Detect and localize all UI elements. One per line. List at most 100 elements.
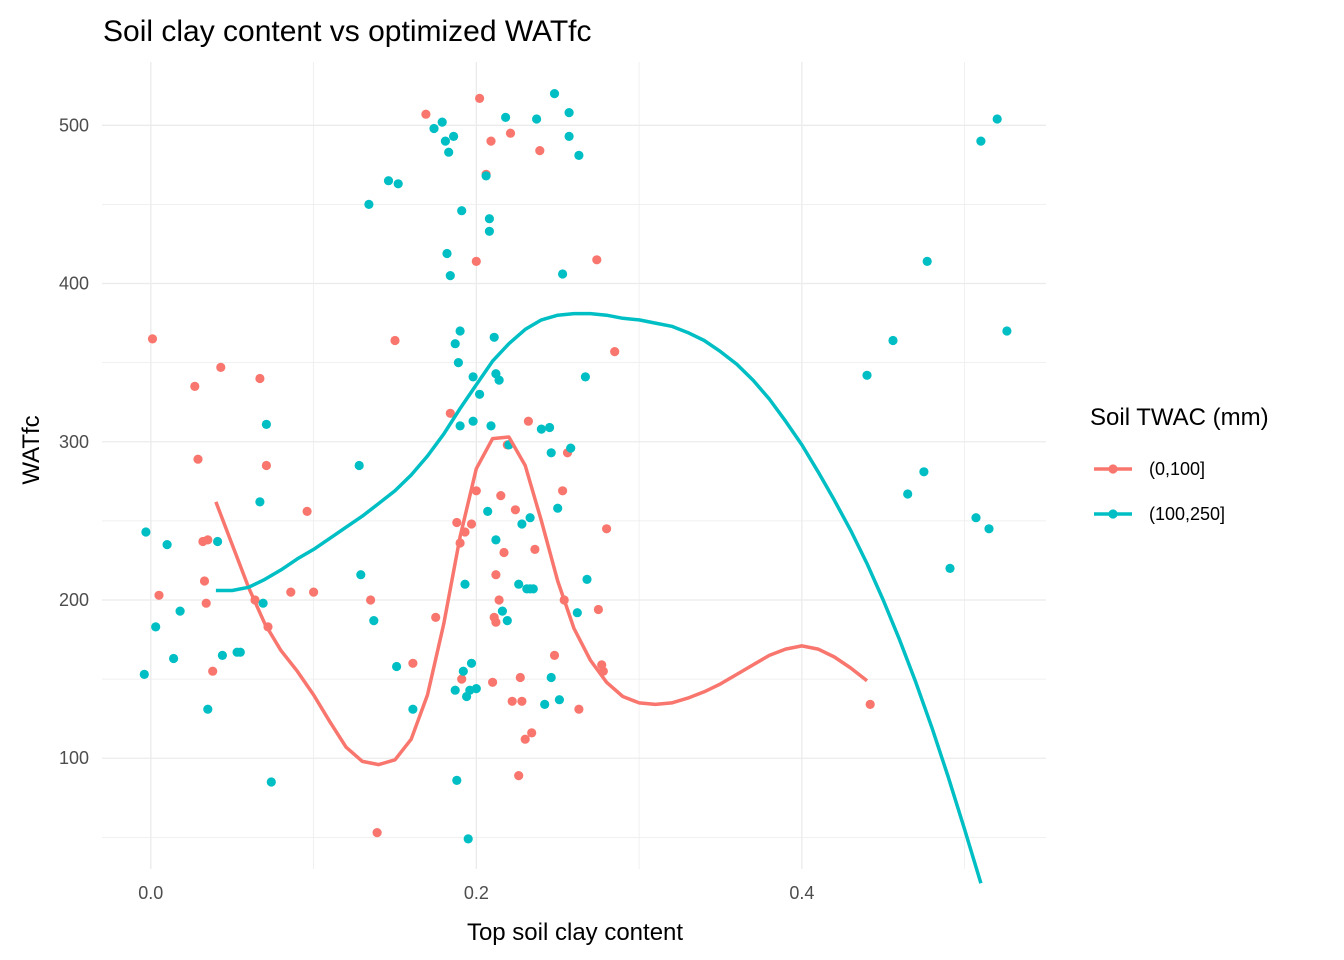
data-point-2 xyxy=(452,775,462,786)
data-point-2 xyxy=(532,114,542,124)
data-point-1 xyxy=(261,460,271,471)
data-point-1 xyxy=(190,381,200,391)
data-point-1 xyxy=(488,677,498,687)
data-point-1 xyxy=(507,696,517,706)
data-point-2 xyxy=(546,448,556,458)
legend-label: (0,100] xyxy=(1149,459,1205,479)
data-point-1 xyxy=(471,486,481,496)
y-tick-label: 300 xyxy=(59,432,89,452)
data-point-1 xyxy=(520,734,530,744)
data-point-1 xyxy=(309,587,319,597)
data-point-1 xyxy=(302,506,312,516)
data-point-2 xyxy=(444,147,454,157)
data-point-2 xyxy=(468,416,478,426)
data-point-2 xyxy=(484,226,494,236)
data-point-2 xyxy=(481,171,491,181)
data-point-2 xyxy=(445,271,455,281)
data-point-1 xyxy=(216,362,226,372)
legend: Soil TWAC (mm) (0,100] (100,250] xyxy=(1090,404,1269,524)
data-point-2 xyxy=(517,519,527,529)
data-point-2 xyxy=(484,214,494,224)
data-point-1 xyxy=(505,128,516,138)
data-point-2 xyxy=(463,834,473,844)
data-point-2 xyxy=(139,669,149,680)
y-tick-label: 100 xyxy=(59,748,89,768)
data-point-2 xyxy=(922,256,932,266)
data-point-2 xyxy=(169,653,179,664)
data-point-2 xyxy=(564,108,574,118)
data-point-2 xyxy=(580,372,591,382)
data-point-1 xyxy=(452,517,462,528)
data-point-2 xyxy=(453,358,463,368)
data-point-2 xyxy=(992,114,1002,124)
data-point-2 xyxy=(437,117,447,127)
data-point-1 xyxy=(499,547,509,558)
data-point-1 xyxy=(496,491,506,501)
data-point-1 xyxy=(515,672,525,683)
data-point-1 xyxy=(421,109,431,119)
data-point-2 xyxy=(258,598,268,608)
data-point-2 xyxy=(392,661,402,672)
data-point-2 xyxy=(945,563,955,574)
data-point-1 xyxy=(602,524,612,534)
data-point-2 xyxy=(558,269,568,279)
data-point-1 xyxy=(574,704,584,714)
data-point-1 xyxy=(592,255,602,265)
y-tick-label: 500 xyxy=(59,115,89,135)
y-tick-label: 200 xyxy=(59,590,89,610)
data-point-1 xyxy=(494,595,504,605)
data-point-2 xyxy=(494,375,504,385)
data-point-2 xyxy=(572,608,582,618)
data-point-1 xyxy=(535,146,545,156)
data-point-2 xyxy=(564,131,574,141)
data-point-1 xyxy=(154,590,164,600)
data-point-2 xyxy=(903,489,913,499)
grid-lines xyxy=(102,62,1046,869)
data-point-2 xyxy=(261,419,271,429)
legend-title: Soil TWAC (mm) xyxy=(1090,404,1269,431)
data-point-2 xyxy=(528,584,538,594)
data-point-2 xyxy=(976,136,986,146)
y-tick-label: 400 xyxy=(59,274,89,294)
data-point-1 xyxy=(193,454,203,464)
data-point-1 xyxy=(466,519,477,529)
data-point-1 xyxy=(558,486,568,496)
data-point-1 xyxy=(366,595,376,605)
data-points xyxy=(139,89,1012,844)
data-point-2 xyxy=(546,672,556,683)
data-point-2 xyxy=(203,704,213,714)
data-point-2 xyxy=(984,524,994,534)
data-point-1 xyxy=(147,334,158,344)
data-point-1 xyxy=(431,612,441,623)
data-point-2 xyxy=(141,527,151,537)
data-point-1 xyxy=(390,335,400,346)
data-point-1 xyxy=(491,617,501,627)
data-point-1 xyxy=(255,373,265,384)
data-point-2 xyxy=(486,421,496,431)
data-point-2 xyxy=(450,685,460,695)
legend-label: (100,250] xyxy=(1149,504,1225,524)
data-point-2 xyxy=(442,248,452,259)
data-point-2 xyxy=(364,199,374,209)
data-point-2 xyxy=(449,131,459,141)
data-point-2 xyxy=(175,606,185,616)
data-point-2 xyxy=(491,535,501,545)
data-point-2 xyxy=(217,650,227,661)
data-point-1 xyxy=(549,650,560,661)
data-point-2 xyxy=(457,206,467,216)
data-point-2 xyxy=(475,389,485,399)
x-axis-label: Top soil clay content xyxy=(467,919,683,946)
chart-title: Soil clay content vs optimized WATfc xyxy=(103,15,592,48)
data-point-2 xyxy=(429,123,439,134)
data-point-2 xyxy=(888,335,898,346)
x-tick-label: 0.0 xyxy=(138,883,163,903)
x-tick-label: 0.2 xyxy=(464,883,489,903)
data-point-1 xyxy=(517,696,527,706)
data-point-1 xyxy=(486,136,496,146)
data-point-1 xyxy=(530,544,540,555)
y-axis-label: WATfc xyxy=(18,415,45,484)
data-point-2 xyxy=(582,574,592,585)
data-point-2 xyxy=(466,658,477,668)
data-point-2 xyxy=(536,424,547,434)
data-point-2 xyxy=(440,136,450,146)
